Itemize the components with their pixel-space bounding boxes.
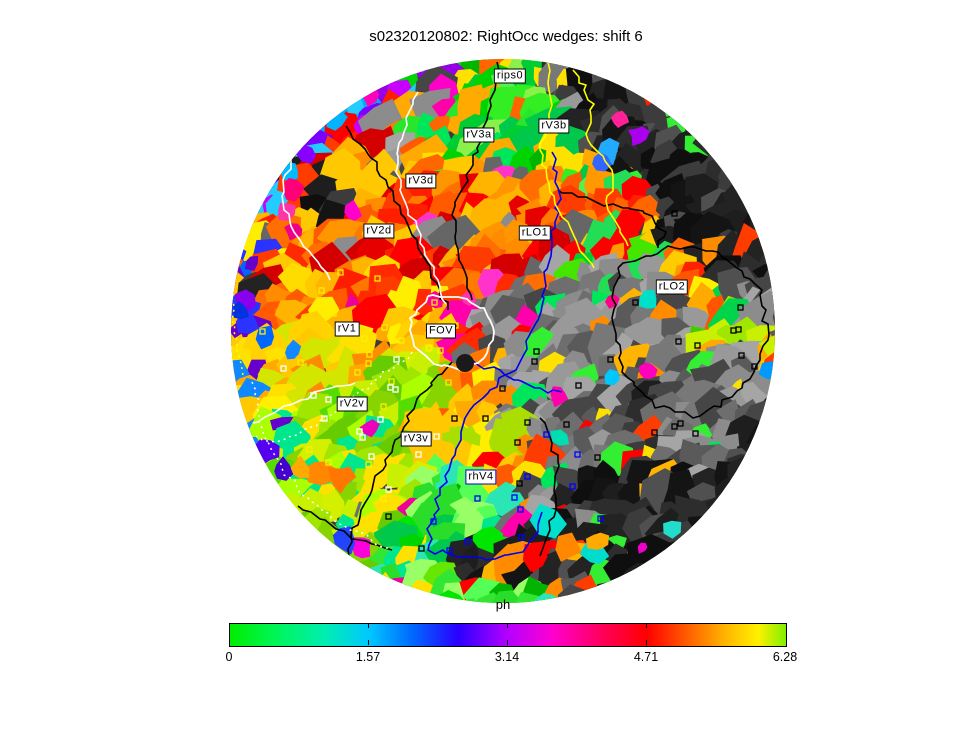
colorbar-tick-mark xyxy=(646,640,647,645)
map-label-rLO2: rLO2 xyxy=(655,279,689,295)
colorbar xyxy=(229,623,787,647)
scatter-point-markers xyxy=(259,210,758,554)
colorbar-tick-mark xyxy=(507,623,508,628)
map-mosaic xyxy=(231,59,775,603)
map-label-rips0: rips0 xyxy=(493,68,527,84)
map-label-FOV: FOV xyxy=(425,323,457,339)
map-label-rLO1: rLO1 xyxy=(518,225,552,241)
map-label-rV3a: rV3a xyxy=(463,127,495,143)
colorbar-tick-mark xyxy=(646,623,647,628)
map-label-rV2d: rV2d xyxy=(363,223,395,239)
colorbar-tick-label: 0 xyxy=(225,650,233,664)
map-label-rhV4: rhV4 xyxy=(465,469,497,485)
figure-title: s02320120802: RightOcc wedges: shift 6 xyxy=(369,28,643,45)
area-boundary-contours xyxy=(231,61,770,571)
map-label-rV3v: rV3v xyxy=(400,431,432,447)
colorbar-tick-mark xyxy=(368,623,369,628)
foveal-center-dot xyxy=(456,354,474,372)
colorbar-tick-label: 1.57 xyxy=(355,650,381,664)
colorbar-title: ph xyxy=(495,597,511,612)
colorbar-tick-label: 4.71 xyxy=(633,650,659,664)
map-label-rV3b: rV3b xyxy=(538,118,570,134)
map-label-rV3d: rV3d xyxy=(405,173,437,189)
colorbar-tick-mark xyxy=(507,640,508,645)
colorbar-tick-label: 6.28 xyxy=(772,650,798,664)
map-label-rV1: rV1 xyxy=(334,321,360,337)
colorbar-tick-label: 3.14 xyxy=(494,650,520,664)
map-label-rV2v: rV2v xyxy=(336,396,368,412)
colorbar-tick-mark xyxy=(368,640,369,645)
